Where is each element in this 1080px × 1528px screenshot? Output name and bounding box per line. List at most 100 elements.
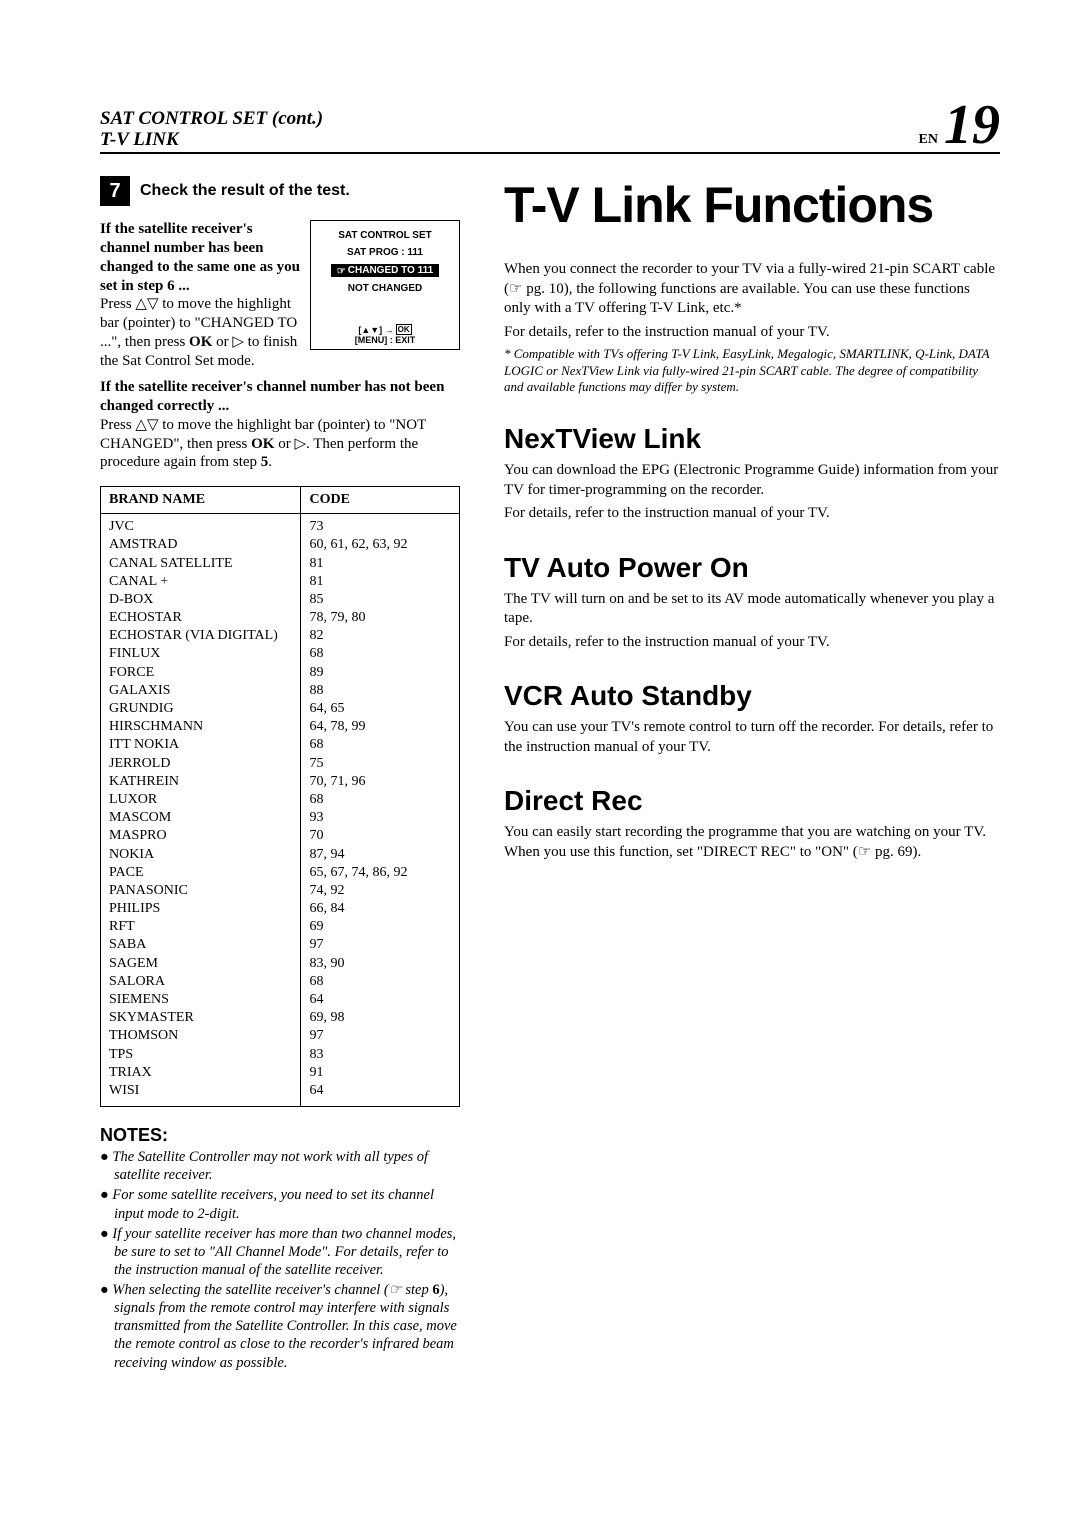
table-row: CANAL SATELLITE xyxy=(109,555,292,573)
table-row: 97 xyxy=(309,936,451,954)
th-code: CODE xyxy=(301,487,459,513)
code-column: 7360, 61, 62, 63, 9281818578, 79, 808268… xyxy=(301,514,459,1106)
table-row: 85 xyxy=(309,591,451,609)
notes-heading: NOTES: xyxy=(100,1125,460,1146)
section-paragraph: The TV will turn on and be set to its AV… xyxy=(504,590,1000,629)
step-instructions-case2: If the satellite receiver's channel numb… xyxy=(100,378,460,472)
table-row: 64, 78, 99 xyxy=(309,718,451,736)
table-row: 68 xyxy=(309,736,451,754)
table-row: SAGEM xyxy=(109,955,292,973)
table-row: 87, 94 xyxy=(309,846,451,864)
ok-label-1: OK xyxy=(189,334,212,350)
table-row: 70 xyxy=(309,827,451,845)
table-row: 66, 84 xyxy=(309,900,451,918)
table-row: MASPRO xyxy=(109,827,292,845)
osd-highlight-row: ☞CHANGED TO 111 xyxy=(331,264,439,277)
table-row: 74, 92 xyxy=(309,882,451,900)
table-row: PACE xyxy=(109,864,292,882)
table-row: AMSTRAD xyxy=(109,536,292,554)
list-item: The Satellite Controller may not work wi… xyxy=(100,1148,460,1184)
table-row: RFT xyxy=(109,918,292,936)
ok-label-2: OK xyxy=(251,436,274,452)
table-row: PHILIPS xyxy=(109,900,292,918)
brand-column: JVCAMSTRADCANAL SATELLITECANAL +D-BOXECH… xyxy=(101,514,301,1106)
table-row: TPS xyxy=(109,1046,292,1064)
table-row: PANASONIC xyxy=(109,882,292,900)
case2-bold: If the satellite receiver's channel numb… xyxy=(100,379,444,414)
table-row: 64 xyxy=(309,1082,451,1100)
header-page: EN 19 xyxy=(919,100,1000,150)
section-paragraph: For details, refer to the instruction ma… xyxy=(504,504,1000,524)
table-row: 83 xyxy=(309,1046,451,1064)
table-row: 83, 90 xyxy=(309,955,451,973)
osd-menu-hint: [MENU] : EXIT xyxy=(355,335,416,345)
table-row: FORCE xyxy=(109,664,292,682)
table-row: 64 xyxy=(309,991,451,1009)
table-row: 70, 71, 96 xyxy=(309,773,451,791)
table-row: 68 xyxy=(309,791,451,809)
table-row: SALORA xyxy=(109,973,292,991)
section-paragraph: You can use your TV's remote control to … xyxy=(504,718,1000,757)
table-row: 91 xyxy=(309,1064,451,1082)
table-row: HIRSCHMANN xyxy=(109,718,292,736)
table-row: SIEMENS xyxy=(109,991,292,1009)
case1-text-a: Press xyxy=(100,296,135,312)
table-row: ECHOSTAR (VIA DIGITAL) xyxy=(109,627,292,645)
tvlink-footnote: * Compatible with TVs offering T-V Link,… xyxy=(504,346,1000,395)
table-row: 97 xyxy=(309,1027,451,1045)
osd-not-changed: NOT CHANGED xyxy=(348,283,422,294)
table-row: 82 xyxy=(309,627,451,645)
section-heading: NexTView Link xyxy=(504,423,1000,455)
table-row: THOMSON xyxy=(109,1027,292,1045)
case2-text-a: Press xyxy=(100,417,135,433)
header-title-line1: SAT CONTROL SET (cont.) xyxy=(100,109,323,130)
list-item: If your satellite receiver has more than… xyxy=(100,1225,460,1279)
table-header-row: BRAND NAME CODE xyxy=(101,487,459,514)
header-title-line2: T-V LINK xyxy=(100,130,323,151)
page-header: SAT CONTROL SET (cont.) T-V LINK EN 19 xyxy=(100,100,1000,154)
right-column: T-V Link Functions When you connect the … xyxy=(504,176,1000,1373)
step-instructions-case1: If the satellite receiver's channel numb… xyxy=(100,220,300,370)
table-row: ECHOSTAR xyxy=(109,609,292,627)
table-row: MASCOM xyxy=(109,809,292,827)
section-paragraph: You can download the EPG (Electronic Pro… xyxy=(504,461,1000,500)
tvlink-intro2: For details, refer to the instruction ma… xyxy=(504,323,1000,343)
period: . xyxy=(268,454,272,470)
table-row: KATHREIN xyxy=(109,773,292,791)
table-row: 88 xyxy=(309,682,451,700)
updown-icon: △▽ xyxy=(135,296,158,312)
table-row: 73 xyxy=(309,518,451,536)
table-row: LUXOR xyxy=(109,791,292,809)
updown-icon-2: △▽ xyxy=(135,417,158,433)
table-row: GRUNDIG xyxy=(109,700,292,718)
step-number-badge: 7 xyxy=(100,176,130,206)
table-row: 68 xyxy=(309,973,451,991)
table-row: TRIAX xyxy=(109,1064,292,1082)
osd-footer: [▲▼] → OK [MENU] : EXIT xyxy=(355,324,416,345)
table-row: 60, 61, 62, 63, 92 xyxy=(309,536,451,554)
osd-panel: SAT CONTROL SET SAT PROG : 111 ☞CHANGED … xyxy=(310,220,460,350)
table-row: 68 xyxy=(309,645,451,663)
table-row: ITT NOKIA xyxy=(109,736,292,754)
table-row: 65, 67, 74, 86, 92 xyxy=(309,864,451,882)
list-item: When selecting the satellite receiver's … xyxy=(100,1281,460,1372)
section-paragraph: For details, refer to the instruction ma… xyxy=(504,633,1000,653)
table-row: 75 xyxy=(309,755,451,773)
ok-icon: OK xyxy=(396,324,412,335)
notes-list: The Satellite Controller may not work wi… xyxy=(100,1148,460,1372)
list-item: For some satellite receivers, you need t… xyxy=(100,1186,460,1222)
step-header: 7 Check the result of the test. xyxy=(100,176,460,206)
th-brand: BRAND NAME xyxy=(101,487,301,513)
tvlink-intro: When you connect the recorder to your TV… xyxy=(504,260,1000,319)
table-row: SABA xyxy=(109,936,292,954)
header-title: SAT CONTROL SET (cont.) T-V LINK xyxy=(100,109,323,151)
section-heading: VCR Auto Standby xyxy=(504,680,1000,712)
table-row: 64, 65 xyxy=(309,700,451,718)
table-row: FINLUX xyxy=(109,645,292,663)
table-row: 89 xyxy=(309,664,451,682)
table-row: SKYMASTER xyxy=(109,1009,292,1027)
table-row: 69, 98 xyxy=(309,1009,451,1027)
case1-bold: If the satellite receiver's channel numb… xyxy=(100,221,300,293)
table-row: 69 xyxy=(309,918,451,936)
osd-title: SAT CONTROL SET xyxy=(338,230,432,241)
